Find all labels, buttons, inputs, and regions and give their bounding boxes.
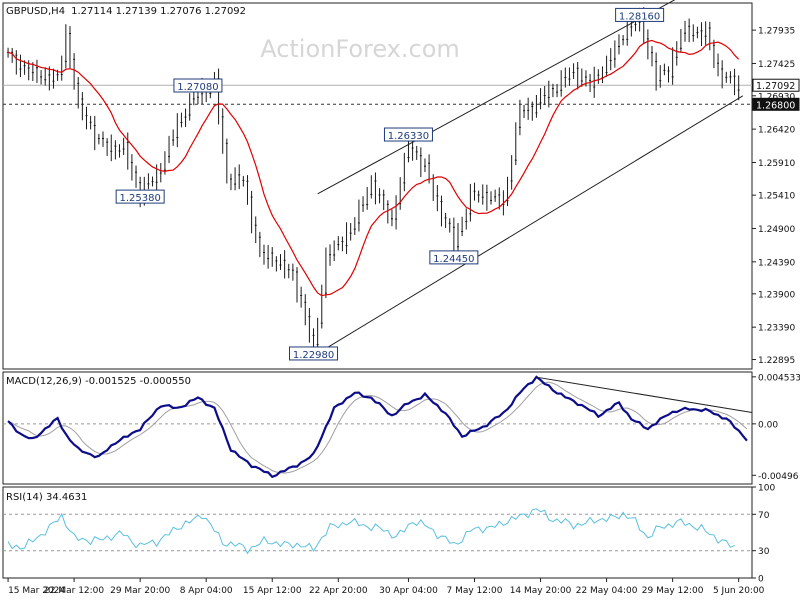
y-tick-label: -0.00496	[758, 472, 799, 482]
channel-upper-line	[317, 0, 676, 195]
macd-line	[7, 375, 748, 479]
annotation-label: 1.22980	[293, 350, 334, 361]
annotation-box	[173, 78, 223, 93]
symbol-label: GBPUSD,H4	[6, 6, 65, 17]
annotation-box	[429, 250, 479, 265]
annotation-label: 1.27080	[177, 82, 218, 93]
macd-panel: MACD(12,26,9) -0.001525 -0.000550	[3, 375, 753, 479]
x-tick-label: 7 May 12:00	[447, 586, 503, 596]
x-tick-label: 22 Apr 20:00	[309, 586, 368, 596]
price-candles	[7, 7, 740, 355]
x-tick-label: 15 Apr 12:00	[243, 586, 302, 596]
annotation-label: 1.28160	[619, 11, 660, 22]
moving-average-line	[7, 39, 740, 297]
channel-lower-line	[313, 95, 744, 357]
rsi-line	[7, 508, 735, 555]
level-annotation: 1.28160	[615, 7, 665, 22]
macd-trendline	[536, 376, 753, 413]
annotation-box	[115, 189, 165, 204]
x-tick-label: 14 May 20:00	[510, 586, 572, 596]
rsi-frame	[2, 486, 753, 579]
macd-frame	[2, 371, 753, 485]
annotation-box	[289, 346, 339, 361]
y-tick-label: 1.26930	[758, 92, 795, 102]
y-tick-label: 70	[758, 511, 770, 521]
y-tick-label: 1.27425	[758, 60, 795, 70]
level-annotation: 1.22980	[289, 346, 339, 361]
rsi-label: RSI(14) 34.4631	[6, 492, 87, 503]
y-tick-label: 0	[758, 575, 764, 585]
y-tick-label: 1.22895	[758, 356, 795, 366]
y-tick-label: 1.25410	[758, 192, 795, 202]
price-panel: ActionForex.com 1.27080 1.25380 1.26330 1.24…	[3, 0, 752, 361]
annotation-box	[383, 127, 433, 142]
level-annotation: 1.26330	[383, 127, 433, 142]
annotation-label: 1.24450	[433, 254, 474, 265]
axes: 1.28450 1.27935 1.27425 1.26930 1.26420 1.259…	[7, 0, 800, 596]
rsi-panel: RSI(14) 34.4631	[3, 492, 752, 555]
level-price-tag: 1.26800	[752, 97, 800, 111]
macd-signal-line	[7, 381, 748, 474]
x-tick-label: 29 May 12:00	[642, 586, 704, 596]
level-annotation: 1.25380	[115, 189, 165, 204]
level-price-tag-text: 1.26800	[756, 100, 795, 111]
y-tick-label: 1.27935	[758, 27, 795, 37]
current-price-tag-box	[752, 78, 800, 92]
level-price-tag-box	[752, 97, 800, 111]
y-tick-label: 1.25910	[758, 159, 795, 169]
annotation-label: 1.25380	[119, 193, 160, 204]
panel-frames	[2, 2, 753, 579]
y-tick-label: 100	[758, 484, 775, 494]
x-tick-label: 29 Mar 20:00	[110, 586, 170, 596]
x-tick-label: 22 Mar 12:00	[44, 586, 104, 596]
y-tick-label: 1.24900	[758, 225, 795, 235]
y-tick-label: 1.26420	[758, 126, 795, 136]
macd-label: MACD(12,26,9) -0.001525 -0.000550	[6, 376, 191, 387]
current-price-tag-text: 1.27092	[756, 81, 795, 92]
x-tick-label: 15 Mar 2024	[8, 586, 65, 596]
watermark: ActionForex.com	[260, 35, 460, 63]
y-tick-label: 1.28450	[758, 0, 795, 3]
y-tick-label: 30	[758, 547, 770, 557]
x-tick-label: 8 Apr 04:00	[180, 586, 233, 596]
y-tick-label: 1.24390	[758, 258, 795, 268]
level-annotation: 1.27080	[173, 78, 223, 93]
annotation-label: 1.26330	[388, 131, 429, 142]
y-tick-label: 1.23900	[758, 290, 795, 300]
current-price-tag: 1.27092	[752, 78, 800, 92]
level-annotation: 1.24450	[429, 250, 479, 265]
y-tick-label: 0.004533	[758, 373, 800, 383]
x-tick-label: 30 Apr 04:00	[379, 586, 438, 596]
annotation-box	[615, 7, 665, 22]
y-tick-label: 0.00	[758, 420, 778, 430]
x-tick-label: 5 Jun 20:00	[713, 586, 765, 596]
x-tick-label: 22 May 04:00	[576, 586, 638, 596]
price-frame	[2, 2, 753, 370]
ohlc-label: 1.27114 1.27139 1.27076 1.27092	[71, 6, 246, 17]
symbol-header: GBPUSD,H4 1.27114 1.27139 1.27076 1.27092	[6, 6, 246, 17]
y-tick-label: 1.23390	[758, 324, 795, 334]
